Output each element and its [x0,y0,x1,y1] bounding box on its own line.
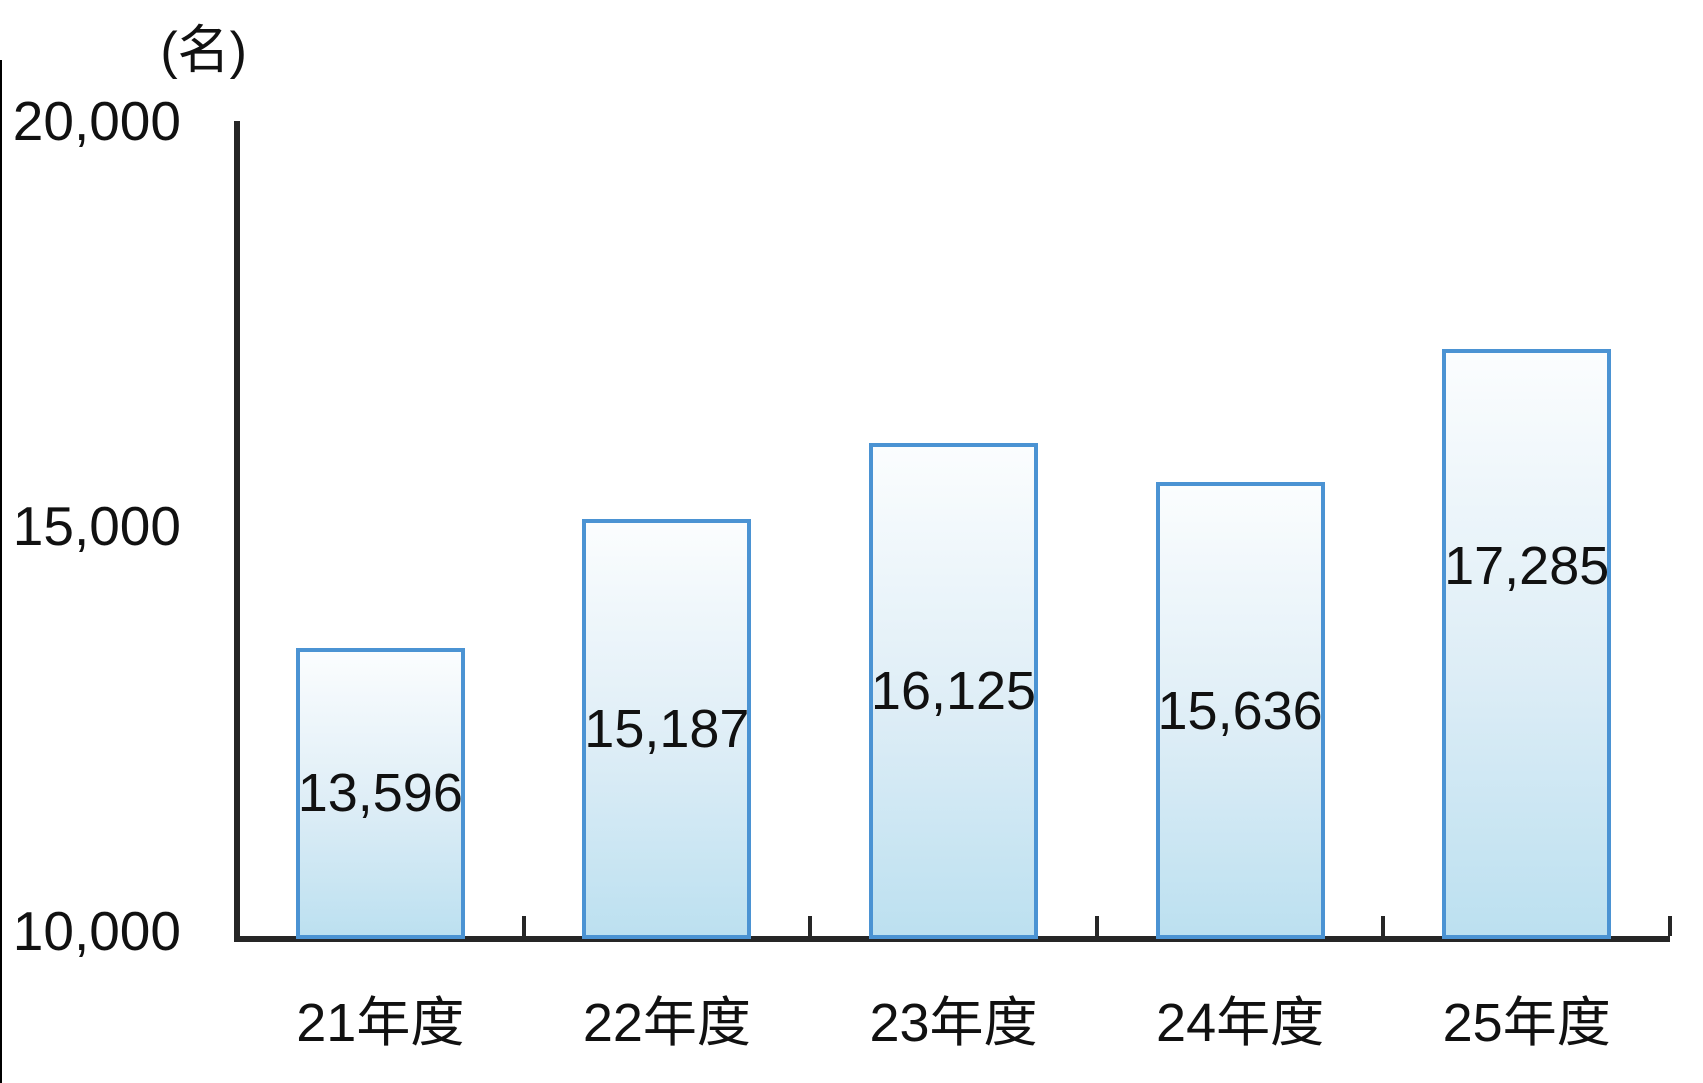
bar-value-label: 15,187 [584,698,750,759]
bar-24年度 [1155,482,1325,939]
x-axis-tick-mark [1094,916,1099,936]
bar-value-label: 17,285 [1444,535,1610,596]
x-axis-category-label: 22年度 [582,993,751,1053]
figure-left-border-line [0,60,2,1083]
y-axis-tick-label: 15,000 [12,495,181,557]
y-axis-line [234,121,240,942]
bar-25年度 [1442,348,1612,939]
x-axis-category-label: 23年度 [869,993,1038,1053]
bar-23年度 [869,442,1038,939]
x-axis-tick-mark [521,916,526,936]
bar-value-label: 15,636 [1157,680,1323,741]
x-axis-tick-mark [1381,916,1386,936]
bar-22年度 [582,518,752,939]
y-axis-tick-label: 20,000 [12,90,181,152]
bar-value-label: 13,596 [297,763,463,824]
bar-value-label: 16,125 [870,660,1037,721]
x-axis-category-label: 25年度 [1442,993,1611,1053]
x-axis-tick-mark [1668,916,1672,936]
y-axis-tick-label: 10,000 [12,900,181,962]
x-axis-category-label: 21年度 [296,993,465,1053]
y-axis-unit-label: (名) [160,22,247,80]
x-axis-tick-mark [808,916,813,936]
bar-21年度 [295,647,465,939]
x-axis-line [234,936,1670,942]
x-axis-category-label: 24年度 [1156,993,1325,1053]
